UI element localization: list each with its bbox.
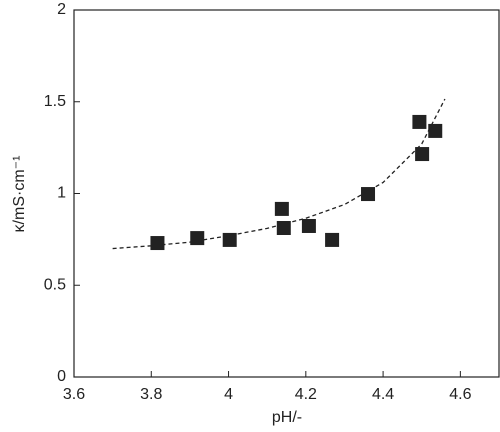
x-tick-label: 3.8 <box>140 386 162 403</box>
x-tick-label: 3.6 <box>63 386 85 403</box>
data-point <box>428 123 443 138</box>
x-tick-label: 4 <box>224 386 233 403</box>
data-point <box>415 147 430 162</box>
plot-frame <box>73 9 500 378</box>
y-tick-label: 2 <box>57 1 66 18</box>
fit-curve <box>112 98 446 250</box>
x-tick-label: 4.2 <box>295 386 317 403</box>
y-tick-label: 0 <box>57 368 66 385</box>
x-axis-label: pH/- <box>272 409 302 426</box>
data-point <box>412 114 427 129</box>
data-point <box>274 201 289 216</box>
x-tick-label: 4.4 <box>372 386 394 403</box>
y-tick-label: 1 <box>57 185 66 202</box>
y-axis-label: κ/mS·cm⁻¹ <box>11 156 28 233</box>
y-tick-label: 1.5 <box>44 93 66 110</box>
data-point <box>301 218 316 233</box>
data-point <box>325 232 340 247</box>
x-tick-label: 4.6 <box>449 386 471 403</box>
data-point <box>190 231 205 246</box>
y-tick-label: 0.5 <box>44 276 66 293</box>
data-point <box>150 236 165 251</box>
data-point <box>361 187 376 202</box>
